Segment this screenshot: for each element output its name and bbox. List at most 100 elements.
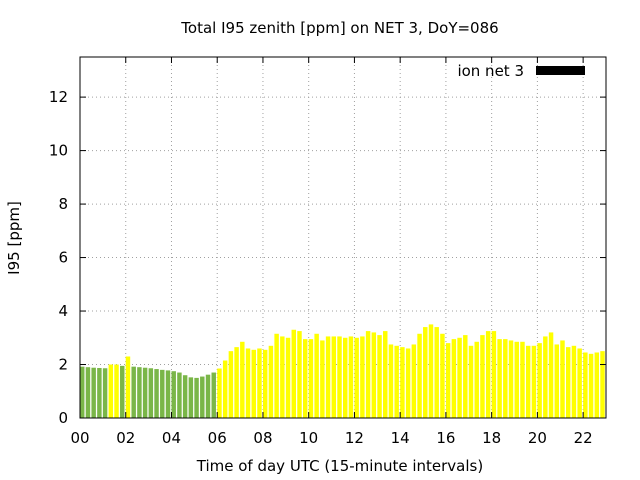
bar bbox=[137, 367, 142, 418]
bar bbox=[257, 348, 262, 418]
legend-label: ion net 3 bbox=[457, 62, 524, 80]
bar bbox=[280, 336, 285, 418]
bar bbox=[417, 333, 422, 418]
bar bbox=[85, 367, 91, 418]
bar bbox=[182, 375, 188, 418]
y-tick-label: 0 bbox=[58, 409, 68, 427]
bar bbox=[497, 339, 502, 418]
bar bbox=[428, 324, 434, 418]
y-tick-label: 6 bbox=[58, 249, 68, 267]
x-axis-label: Time of day UTC (15-minute intervals) bbox=[196, 457, 483, 475]
y-tick-label: 4 bbox=[58, 302, 68, 320]
bar bbox=[371, 332, 377, 418]
bar bbox=[343, 337, 348, 418]
bar bbox=[508, 340, 514, 418]
bar bbox=[365, 331, 371, 418]
bar bbox=[583, 352, 588, 418]
bar bbox=[474, 341, 479, 418]
bar bbox=[548, 332, 554, 418]
x-tick-label: 16 bbox=[436, 429, 455, 447]
bar bbox=[434, 327, 439, 418]
bar bbox=[245, 348, 251, 418]
bar bbox=[394, 345, 399, 418]
x-tick-label: 12 bbox=[345, 429, 364, 447]
bar bbox=[217, 368, 222, 418]
bar bbox=[142, 367, 148, 418]
bar bbox=[240, 341, 245, 418]
bar bbox=[234, 347, 239, 418]
y-tick-label: 8 bbox=[58, 195, 68, 213]
bar bbox=[565, 347, 571, 418]
y-tick-label: 10 bbox=[49, 142, 68, 160]
bar bbox=[171, 371, 176, 418]
bar bbox=[200, 376, 205, 418]
bar bbox=[331, 336, 337, 418]
bar bbox=[405, 348, 411, 418]
bar bbox=[211, 372, 216, 418]
bar bbox=[503, 339, 508, 418]
bar bbox=[485, 331, 491, 418]
bar bbox=[154, 369, 159, 418]
x-tick-label: 10 bbox=[299, 429, 318, 447]
bar bbox=[445, 343, 451, 418]
x-tick-label: 14 bbox=[391, 429, 410, 447]
bar bbox=[320, 340, 325, 418]
bar bbox=[251, 349, 256, 418]
bar bbox=[348, 336, 354, 418]
x-tick-label: 18 bbox=[482, 429, 501, 447]
bar bbox=[554, 344, 560, 418]
bar bbox=[97, 367, 102, 418]
bar bbox=[537, 343, 542, 418]
bars bbox=[80, 324, 605, 418]
x-tick-label: 08 bbox=[253, 429, 272, 447]
bar bbox=[80, 366, 85, 418]
bar bbox=[440, 333, 445, 418]
bar bbox=[531, 345, 537, 418]
bar bbox=[360, 336, 365, 418]
bar bbox=[262, 349, 268, 418]
bar bbox=[148, 368, 154, 418]
bar bbox=[525, 345, 531, 418]
bar bbox=[102, 368, 108, 418]
y-tick-label: 12 bbox=[49, 88, 68, 106]
bar bbox=[577, 348, 582, 418]
y-tick-label: 2 bbox=[58, 356, 68, 374]
bar bbox=[423, 327, 428, 418]
bar bbox=[285, 337, 291, 418]
bar bbox=[543, 336, 548, 418]
bar bbox=[308, 339, 314, 418]
x-tick-label: 04 bbox=[162, 429, 181, 447]
bar bbox=[400, 347, 405, 418]
chart-title: Total I95 zenith [ppm] on NET 3, DoY=086 bbox=[180, 19, 498, 37]
bar bbox=[177, 372, 182, 418]
bar bbox=[491, 331, 497, 418]
bar bbox=[520, 341, 525, 418]
x-tick-label: 02 bbox=[116, 429, 135, 447]
bar bbox=[222, 360, 228, 418]
bar bbox=[205, 374, 211, 418]
axis-ticks bbox=[79, 57, 606, 419]
bar bbox=[325, 336, 331, 418]
bar bbox=[457, 337, 462, 418]
x-tick-label: 00 bbox=[70, 429, 89, 447]
bar bbox=[388, 344, 394, 418]
legend-swatch bbox=[536, 66, 585, 75]
bar bbox=[131, 366, 136, 418]
bar bbox=[480, 335, 485, 418]
bar bbox=[560, 340, 565, 418]
bar bbox=[268, 345, 274, 418]
bar bbox=[274, 333, 279, 418]
bar bbox=[377, 335, 382, 418]
x-tick-label: 06 bbox=[208, 429, 227, 447]
bar bbox=[451, 339, 457, 418]
bar bbox=[228, 351, 234, 418]
bar bbox=[91, 367, 96, 418]
bar bbox=[514, 341, 519, 418]
bar bbox=[120, 365, 125, 418]
bar bbox=[337, 336, 342, 418]
bar bbox=[383, 331, 388, 418]
plot-frame bbox=[79, 56, 607, 419]
bar bbox=[165, 370, 171, 418]
